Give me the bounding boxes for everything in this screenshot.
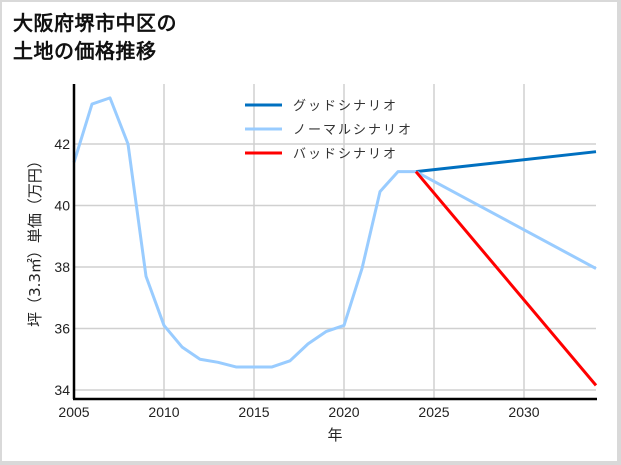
title-line-1: 大阪府堺市中区の: [13, 11, 177, 35]
series-line: [415, 150, 597, 174]
x-tick-label: 2020: [328, 404, 359, 420]
x-tick-labels: 2005 2010 2015 2020 2025 2030: [58, 404, 539, 420]
series-line: [415, 170, 597, 270]
y-tick-label: 34: [54, 382, 70, 398]
y-tick-label: 38: [54, 259, 70, 275]
series-line: [72, 96, 416, 369]
legend-label: バッドシナリオ: [293, 147, 398, 162]
y-tick-label: 36: [54, 321, 70, 337]
series-lines: [72, 96, 598, 387]
y-tick-label: 42: [54, 136, 70, 152]
y-tick-labels: 34 36 38 40 42: [54, 136, 70, 398]
chart-title: 大阪府堺市中区の 土地の価格推移: [13, 9, 177, 65]
legend-label: ノーマルシナリオ: [293, 123, 413, 138]
x-tick-label: 2025: [418, 404, 449, 420]
legend-label: グッドシナリオ: [293, 99, 398, 114]
x-tick-label: 2005: [58, 404, 89, 420]
y-tick-label: 40: [54, 198, 70, 214]
x-tick-label: 2010: [148, 404, 179, 420]
axes: [72, 84, 597, 401]
chart-frame: [2, 2, 617, 461]
series-line: [414, 170, 598, 387]
x-axis-label: 年: [327, 426, 342, 444]
x-tick-label: 2015: [238, 404, 269, 420]
y-axis-label: 坪（3.3㎡）単価（万円）: [26, 153, 44, 327]
x-tick-label: 2030: [508, 404, 539, 420]
title-line-2: 土地の価格推移: [13, 39, 157, 63]
